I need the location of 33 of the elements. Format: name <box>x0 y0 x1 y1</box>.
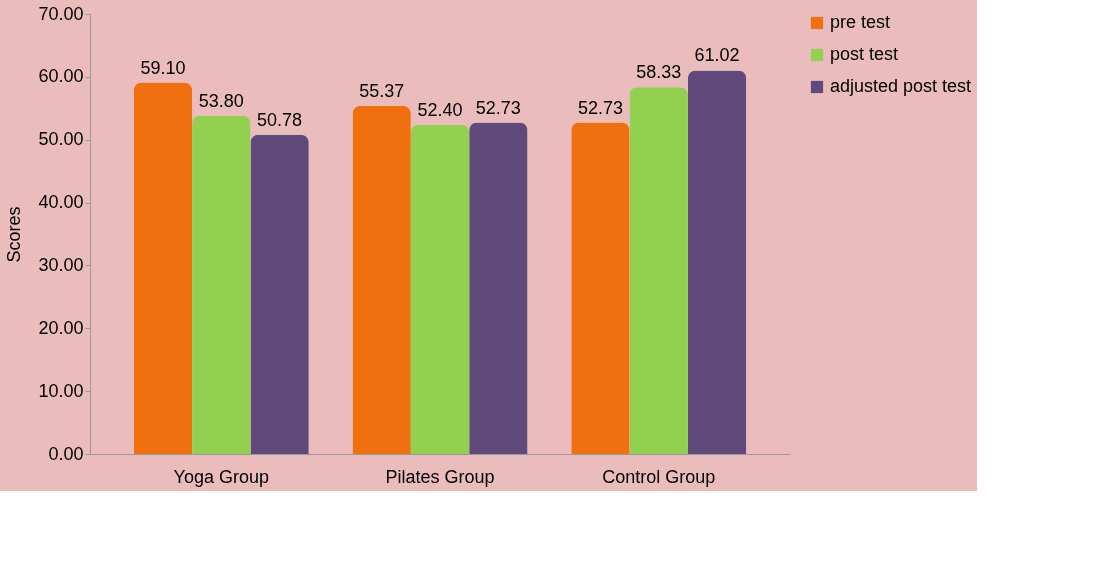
data-label: 55.37 <box>359 80 405 101</box>
legend-label: post test <box>830 44 899 64</box>
bar <box>352 105 411 454</box>
data-label: 50.78 <box>257 109 303 130</box>
x-tick-label: Pilates Group <box>385 466 495 487</box>
y-axis-title: Scores <box>4 206 25 263</box>
y-tick-label: 0.00 <box>48 443 84 464</box>
data-label: 52.73 <box>577 97 623 118</box>
bar <box>687 70 747 454</box>
bar <box>192 115 251 454</box>
y-tick-label: 50.00 <box>38 129 84 150</box>
data-label: 61.02 <box>694 45 740 66</box>
data-label: 58.33 <box>636 62 682 83</box>
bar <box>410 124 470 454</box>
y-tick-label: 60.00 <box>38 66 84 87</box>
y-tick-label: 40.00 <box>38 192 84 213</box>
bar <box>629 87 688 454</box>
bar <box>250 134 309 454</box>
x-tick-label: Control Group <box>602 466 716 487</box>
y-tick-label: 20.00 <box>38 317 84 338</box>
y-tick-label: 10.00 <box>38 380 84 401</box>
legend-label: pre test <box>830 12 891 32</box>
y-tick-label: 70.00 <box>38 3 84 24</box>
bar <box>571 122 630 454</box>
legend-label: adjusted post test <box>830 76 972 96</box>
data-label: 52.40 <box>417 99 463 120</box>
y-tick-label: 30.00 <box>38 254 84 275</box>
data-label: 53.80 <box>198 90 244 111</box>
bar <box>133 82 193 454</box>
data-label: 52.73 <box>475 97 521 118</box>
x-tick-label: Yoga Group <box>173 466 269 487</box>
bar <box>469 122 528 454</box>
data-label: 59.10 <box>140 57 186 78</box>
